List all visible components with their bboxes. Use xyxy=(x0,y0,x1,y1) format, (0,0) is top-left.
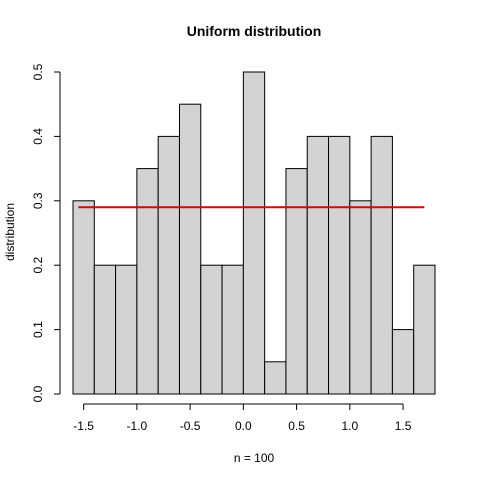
histogram-bar-14 xyxy=(370,135,393,395)
histogram-bar-7 xyxy=(221,264,244,395)
histogram-bar-2 xyxy=(115,264,138,395)
y-tick-label-0: 0.0 xyxy=(31,385,45,402)
histogram-bar-10 xyxy=(285,168,308,395)
histogram-bar-15 xyxy=(391,329,415,395)
x-tick-label-0: -1.5 xyxy=(73,419,94,433)
x-tick-label-5: 1.0 xyxy=(341,419,358,433)
histogram-bar-9 xyxy=(264,361,287,395)
x-axis-label: n = 100 xyxy=(234,451,275,465)
histogram-bar-5 xyxy=(178,103,202,395)
histogram-bar-4 xyxy=(157,135,180,395)
bars-group xyxy=(72,71,436,395)
histogram-bar-16 xyxy=(413,264,436,395)
x-tick-label-1: -1.0 xyxy=(127,419,148,433)
y-tick-label-5: 0.5 xyxy=(31,63,45,80)
x-tick-label-3: 0.0 xyxy=(235,419,252,433)
x-tick-label-2: -0.5 xyxy=(180,419,201,433)
y-tick-label-1: 0.1 xyxy=(31,321,45,338)
histogram-bar-8 xyxy=(242,71,266,395)
histogram-bar-1 xyxy=(93,264,117,395)
y-tick-label-2: 0.2 xyxy=(31,257,45,274)
x-tick-label-6: 1.5 xyxy=(395,419,412,433)
chart-title: Uniform distribution xyxy=(187,23,322,39)
y-tick-label-3: 0.3 xyxy=(31,192,45,209)
histogram-bar-3 xyxy=(136,168,159,395)
histogram-bar-11 xyxy=(306,135,330,395)
y-axis-label: distribution xyxy=(3,203,17,261)
histogram-bar-6 xyxy=(200,264,223,395)
y-tick-label-4: 0.4 xyxy=(31,128,45,145)
y-axis: 0.0 0.1 0.2 0.3 0.4 0.5 xyxy=(31,63,61,402)
x-axis: -1.5 -1.0 -0.5 0.0 0.5 1.0 1.5 xyxy=(73,403,412,433)
histogram-bar-0 xyxy=(72,200,95,395)
histogram-bar-13 xyxy=(349,200,372,395)
x-tick-label-4: 0.5 xyxy=(288,419,305,433)
histogram-bar-12 xyxy=(328,135,351,395)
